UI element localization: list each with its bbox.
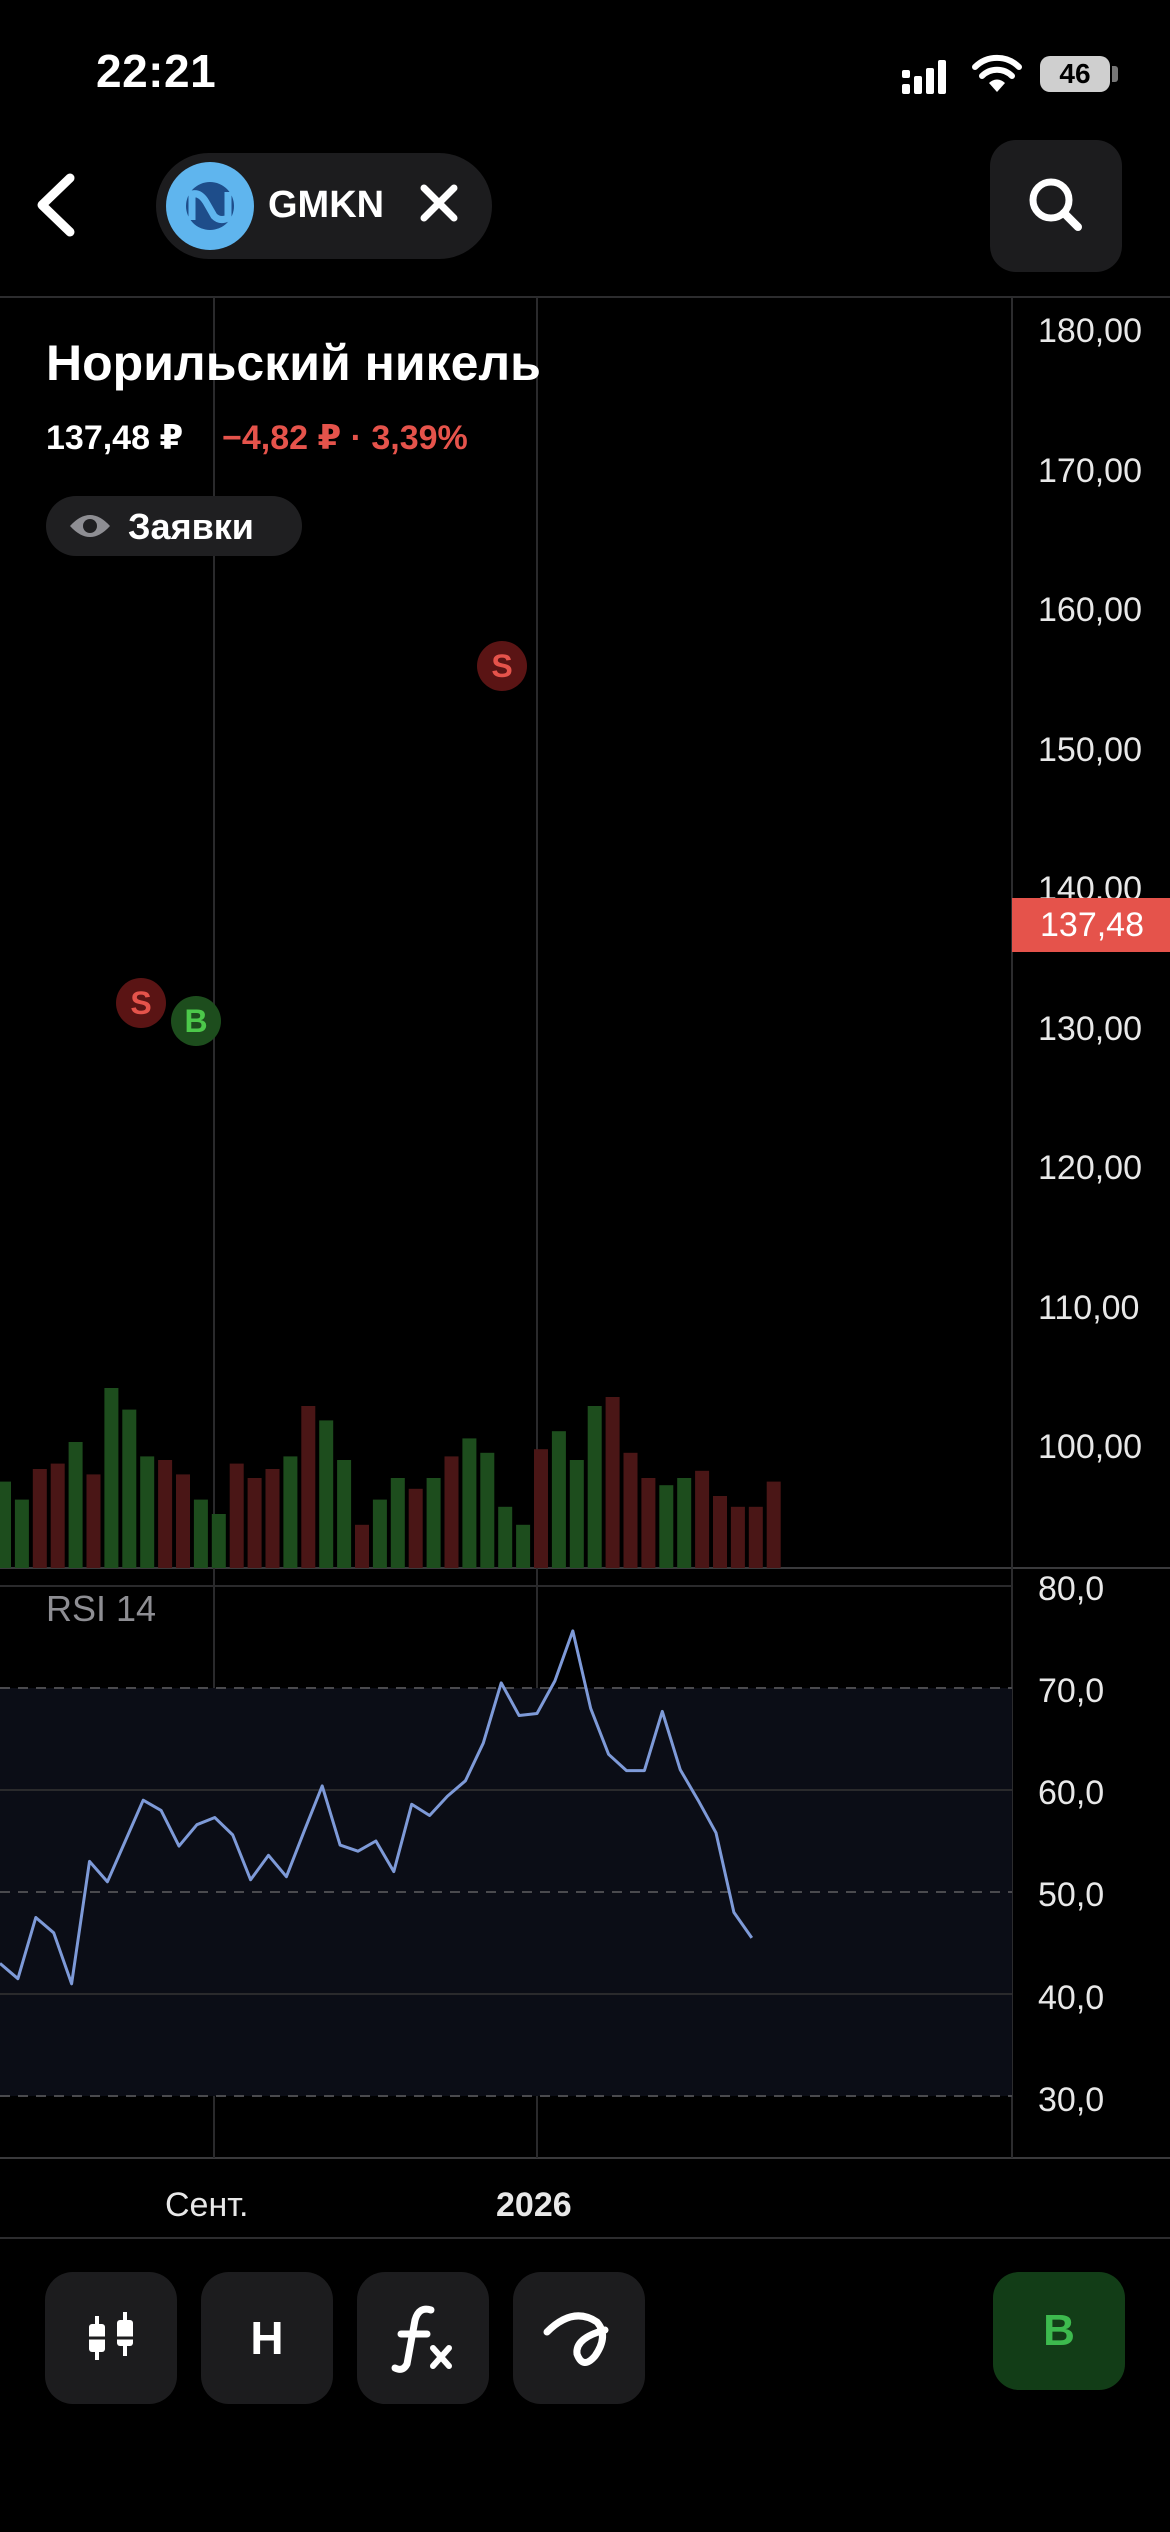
status-time: 22:21 xyxy=(96,45,217,97)
volume-bar xyxy=(677,1478,692,1568)
price-axis-label: 120,00 xyxy=(1038,1149,1142,1187)
search-button[interactable] xyxy=(990,140,1122,272)
volume-bar xyxy=(372,1499,387,1568)
volume-bar xyxy=(695,1470,710,1568)
volume-bar xyxy=(104,1388,119,1568)
buy-button[interactable]: B xyxy=(993,2272,1125,2390)
volume-bar xyxy=(193,1499,208,1568)
volume-bar xyxy=(337,1460,352,1568)
volume-bar xyxy=(211,1514,226,1568)
rsi-axis-label: 70,0 xyxy=(1038,1672,1105,1710)
function-icon xyxy=(391,2305,452,2373)
rsi-axis-label: 30,0 xyxy=(1038,2081,1105,2119)
price-axis-label: 160,00 xyxy=(1038,591,1142,629)
price-axis-label: 170,00 xyxy=(1038,452,1142,490)
volume-bar xyxy=(623,1452,638,1568)
drawing-tools-button[interactable] xyxy=(513,2272,645,2404)
nornickel-logo-icon xyxy=(186,182,234,230)
rsi-indicator-title: RSI 14 xyxy=(46,1588,157,1629)
chart-type-button[interactable] xyxy=(45,2272,177,2404)
price-axis-label: 130,00 xyxy=(1038,1010,1142,1048)
volume-bar xyxy=(158,1460,173,1568)
current-price-label: 137,48 xyxy=(1040,906,1144,944)
volume-bar xyxy=(569,1460,584,1568)
volume-bar xyxy=(301,1406,316,1568)
price-axis-label: 180,00 xyxy=(1038,312,1142,350)
back-arrow-icon[interactable] xyxy=(30,170,90,240)
volume-bar xyxy=(408,1488,423,1568)
cellular-signal-icon xyxy=(902,60,946,94)
time-axis-label: 2026 xyxy=(496,2186,572,2224)
volume-bar xyxy=(122,1409,137,1568)
price-axis-label: 150,00 xyxy=(1038,731,1142,769)
company-logo xyxy=(166,162,254,250)
volume-bar xyxy=(730,1506,745,1568)
wifi-icon xyxy=(972,54,1022,92)
eye-icon xyxy=(70,515,110,537)
close-icon[interactable] xyxy=(416,180,462,226)
current-price-tag xyxy=(1012,898,1170,952)
volume-bar xyxy=(766,1481,781,1568)
stock-name: Норильский никель xyxy=(46,335,541,391)
volume-bar xyxy=(551,1431,566,1568)
volume-bar xyxy=(355,1524,369,1568)
volume-bar xyxy=(462,1438,477,1568)
sell-marker: S xyxy=(130,985,151,1021)
volume-bar xyxy=(480,1452,495,1568)
volume-bar xyxy=(641,1478,656,1568)
volume-bar xyxy=(68,1442,83,1568)
candlestick-icon xyxy=(81,2312,141,2360)
volume-bar xyxy=(32,1469,47,1568)
sell-marker: S xyxy=(491,648,512,684)
price-axis-label: 110,00 xyxy=(1038,1289,1140,1327)
volume-bar xyxy=(50,1463,65,1568)
battery-tip xyxy=(1112,66,1118,82)
indicators-button[interactable] xyxy=(357,2272,489,2404)
time-axis-label: Сент. xyxy=(165,2186,249,2224)
buy-marker: B xyxy=(184,1003,207,1039)
volume-bar xyxy=(605,1397,620,1568)
sell-marker-bg xyxy=(477,641,527,691)
volume-bar xyxy=(444,1456,459,1568)
volume-bar xyxy=(390,1478,405,1568)
price-change: −4,82 ₽ · 3,39% xyxy=(222,419,468,457)
volume-bar xyxy=(86,1474,101,1568)
timeframe-button[interactable]: Н xyxy=(201,2272,333,2404)
volume-bar xyxy=(516,1524,531,1568)
volume-bar xyxy=(659,1485,674,1568)
sell-marker-bg xyxy=(116,978,166,1028)
volume-bar xyxy=(587,1406,602,1568)
buy-marker-bg xyxy=(171,996,221,1046)
rsi-axis-label: 60,0 xyxy=(1038,1774,1105,1812)
drawing-tool-icon xyxy=(543,2312,609,2366)
stock-price: 137,48 ₽ xyxy=(46,419,184,457)
orders-toggle[interactable] xyxy=(46,496,302,556)
volume-bar xyxy=(498,1506,513,1568)
volume-bar xyxy=(748,1506,763,1568)
volume-bar xyxy=(713,1496,727,1568)
volume-bar xyxy=(283,1456,298,1568)
volume-bar xyxy=(0,1481,11,1568)
rsi-line xyxy=(0,1629,754,1986)
volume-bar xyxy=(229,1463,244,1568)
volume-bar xyxy=(14,1499,29,1568)
volume-bar xyxy=(426,1478,441,1568)
price-axis-label: 100,00 xyxy=(1038,1428,1142,1466)
price-chart[interactable]: SS B xyxy=(0,290,1170,2240)
battery-indicator: 46 xyxy=(1040,56,1110,92)
volume-bar xyxy=(265,1469,280,1568)
volume-bar xyxy=(534,1449,548,1568)
search-icon xyxy=(1029,178,1082,231)
rsi-axis-label: 80,0 xyxy=(1038,1570,1105,1608)
rsi-axis-label: 50,0 xyxy=(1038,1876,1105,1914)
volume-bar xyxy=(140,1456,155,1568)
volume-bar xyxy=(247,1478,262,1568)
ticker-symbol: GMKN xyxy=(268,184,385,226)
volume-bar xyxy=(319,1420,334,1568)
rsi-axis-label: 40,0 xyxy=(1038,1979,1105,2017)
orders-label: Заявки xyxy=(128,506,254,547)
volume-bar xyxy=(176,1474,190,1568)
